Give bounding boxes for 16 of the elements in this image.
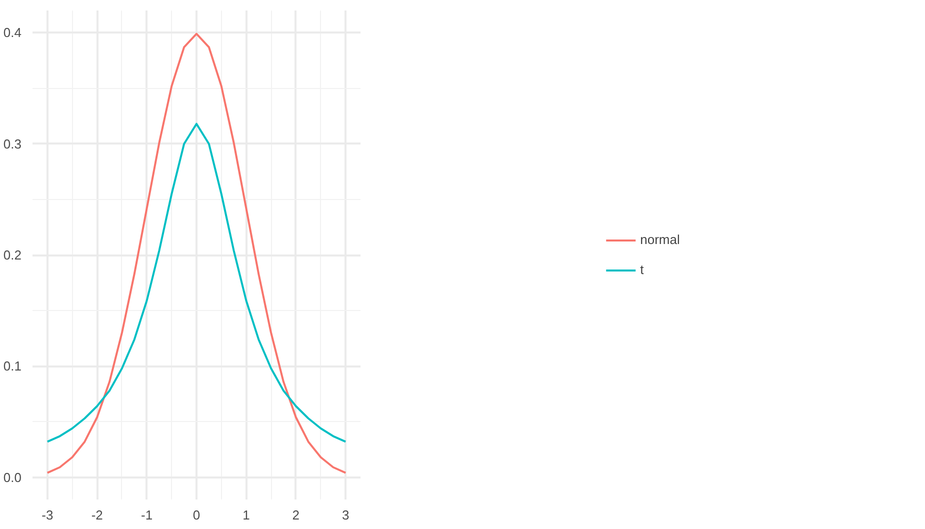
y-tick-label: 0.2	[3, 248, 22, 262]
x-tick-label: 0	[192, 508, 200, 522]
y-tick-label: 0.0	[3, 470, 22, 485]
x-tick-label: 1	[242, 508, 250, 522]
legend-label: normal	[640, 232, 680, 247]
y-tick-label: 0.4	[3, 25, 22, 40]
legend-label: t	[640, 262, 645, 277]
x-tick-label: 3	[342, 508, 350, 522]
x-tick-label: -1	[141, 508, 153, 522]
y-tick-label: 0.3	[3, 136, 22, 152]
line-series	[46, 32, 347, 474]
x-tick-label: 2	[292, 508, 300, 522]
x-tick-label: -3	[42, 508, 54, 522]
line-series	[46, 122, 347, 443]
x-tick-label: -2	[91, 508, 103, 522]
y-tick-label: 0.1	[3, 358, 22, 374]
